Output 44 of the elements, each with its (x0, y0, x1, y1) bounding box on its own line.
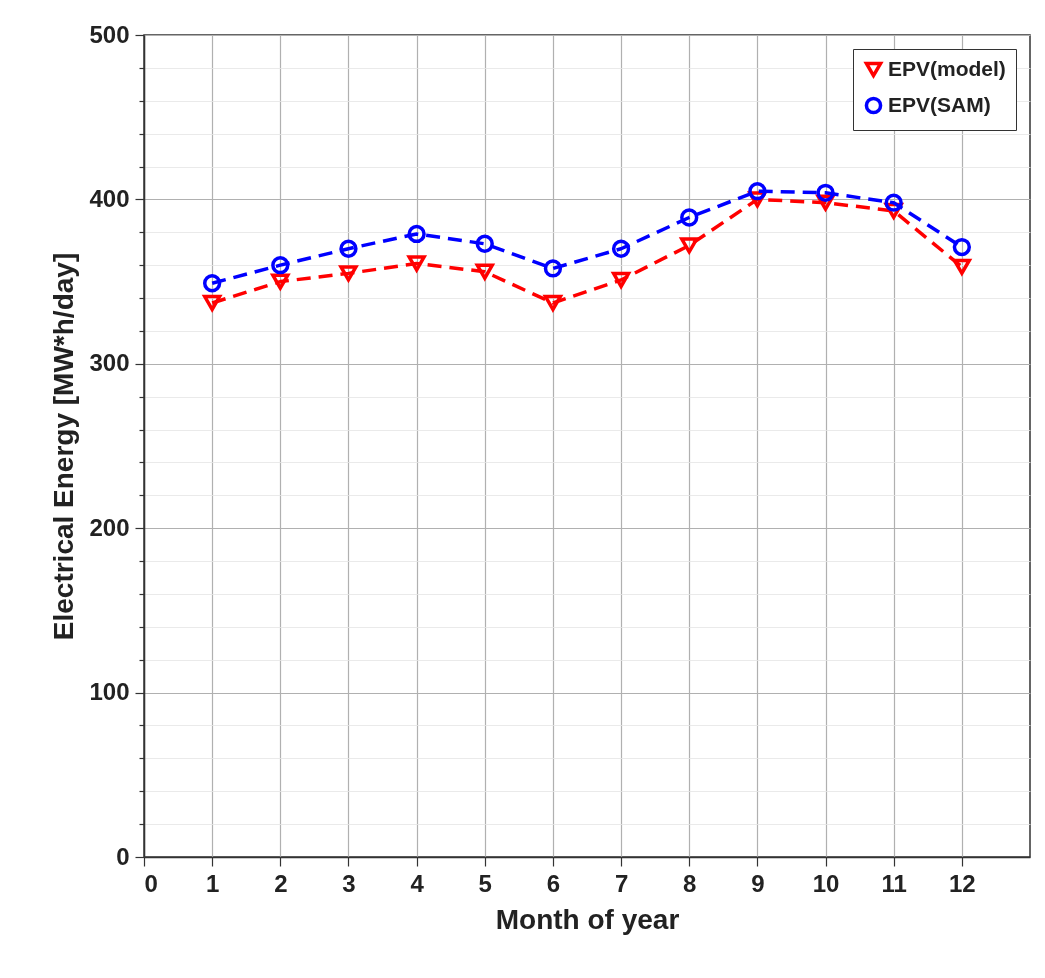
x-axis-title: Month of year (495, 903, 680, 935)
y-axis-title: Electrical Energy [MW*h/day] (48, 252, 80, 641)
point (680, 237, 699, 254)
point (680, 208, 699, 227)
point (952, 258, 972, 275)
point (611, 239, 631, 258)
x-tick-label: 9 (751, 869, 765, 897)
point (407, 224, 426, 244)
legend-label: EPV(model) (888, 56, 1006, 80)
point (202, 274, 222, 293)
point (407, 255, 426, 272)
point (543, 294, 563, 312)
y-tick-label: 300 (89, 349, 130, 377)
x-tick-label: 5 (478, 869, 492, 897)
point (543, 259, 563, 278)
point (271, 256, 290, 275)
y-tick-label: 100 (89, 678, 130, 706)
y-tick-label: 200 (89, 513, 130, 541)
x-tick-label: 3 (342, 869, 356, 897)
point (884, 193, 903, 212)
x-tick-label: 11 (881, 869, 907, 897)
point (339, 265, 358, 282)
point (475, 234, 494, 253)
x-tick-label: 12 (948, 869, 976, 897)
x-tick-label: 2 (274, 869, 288, 897)
point (202, 294, 222, 312)
point (816, 183, 835, 202)
x-tick-label: 10 (812, 869, 840, 897)
point (611, 271, 631, 289)
legend-label: EPV(SAM) (888, 92, 991, 116)
y-tick-label: 500 (89, 20, 130, 48)
point (339, 239, 358, 258)
point (952, 237, 972, 257)
y-tick-label: 400 (89, 184, 130, 212)
point (475, 263, 494, 280)
x-tick-label: 6 (546, 869, 561, 897)
point (748, 182, 767, 201)
x-tick-label: 8 (683, 869, 697, 897)
x-tick-label: 7 (614, 869, 629, 897)
y-tick-label: 0 (116, 842, 130, 870)
x-tick-label: 1 (205, 869, 220, 897)
x-tick-label: 0 (144, 869, 158, 897)
point (271, 273, 290, 290)
x-tick-label: 4 (410, 869, 425, 897)
